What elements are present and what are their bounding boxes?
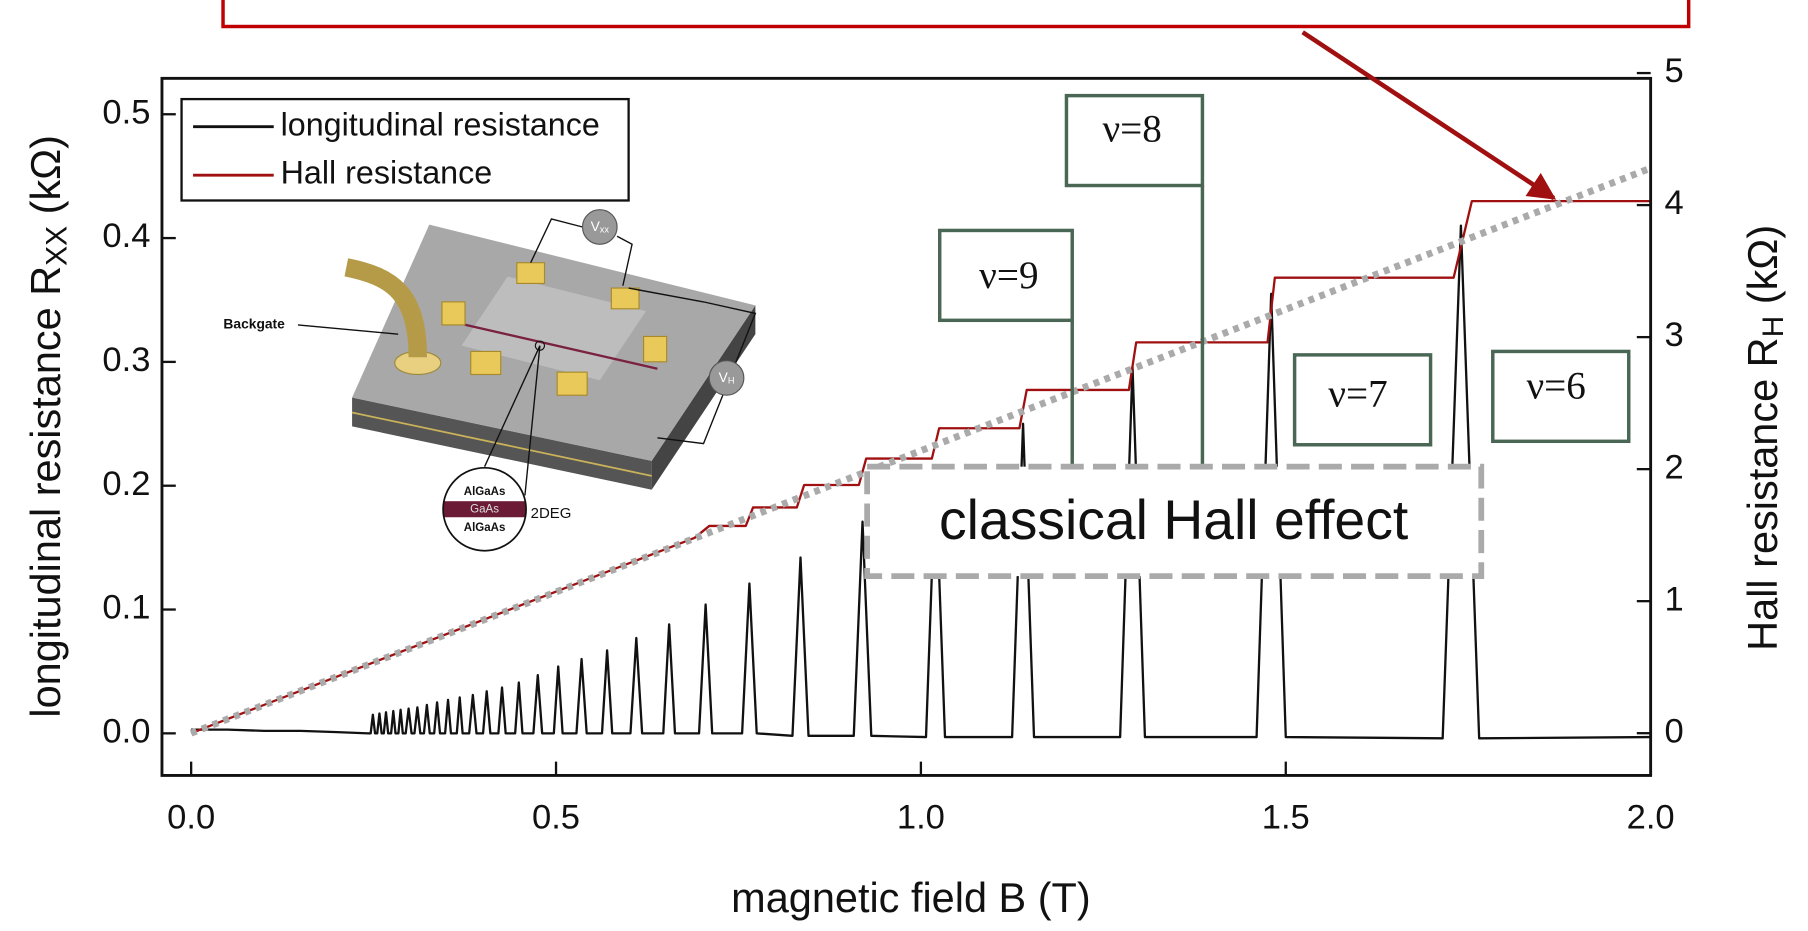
y-axis-label: longitudinal resistance RXX (kΩ) <box>22 135 73 718</box>
legend: longitudinal resistance Hall resistance <box>182 99 629 200</box>
chart: Backgate AlGaAs GaAs AlGaAs 2DEG Vxx VH … <box>0 0 1808 931</box>
y-tick-label: 0.5 <box>102 93 150 131</box>
vxx-sub: xx <box>600 225 610 235</box>
y-tick-label: 0.0 <box>102 712 150 750</box>
layer-label: GaAs <box>470 503 499 515</box>
x-tick-label: 1.0 <box>897 798 945 836</box>
classical-line <box>191 168 1650 733</box>
y-label-main: longitudinal resistance R <box>22 266 69 718</box>
y2-tick-label: 5 <box>1664 52 1683 90</box>
x-tick-label: 0.0 <box>167 798 215 836</box>
classical-label: classical Hall effect <box>939 489 1408 551</box>
x-tick-label: 1.5 <box>1262 798 1310 836</box>
red-arrow <box>1303 32 1554 198</box>
y2-tick-label: 2 <box>1664 448 1683 486</box>
nu-label: ν=9 <box>979 254 1038 297</box>
y-tick-label: 0.1 <box>102 589 150 627</box>
x-tick-label: 0.5 <box>532 798 580 836</box>
y-label-unit: (kΩ) <box>22 135 69 226</box>
y2-tick-label: 3 <box>1664 316 1683 354</box>
y2-label-sub: H <box>1757 316 1790 338</box>
layer-label: AlGaAs <box>464 522 506 534</box>
legend-label: Hall resistance <box>281 155 493 191</box>
y-tick-label: 0.4 <box>102 217 150 255</box>
y-tick-label: 0.3 <box>102 341 150 379</box>
layer-label: AlGaAs <box>464 486 506 498</box>
y2-label-unit: (kΩ) <box>1739 225 1786 316</box>
x-tick-label: 2.0 <box>1627 798 1675 836</box>
y2-tick-label: 4 <box>1664 184 1683 222</box>
y2-tick-label: 0 <box>1664 712 1683 750</box>
backgate-label: Backgate <box>223 316 285 332</box>
y2-axis-label: Hall resistance RH (kΩ) <box>1739 225 1790 651</box>
nu-label: ν=6 <box>1526 364 1585 407</box>
vh-sub: H <box>728 376 735 386</box>
y2-label-main: Hall resistance R <box>1739 337 1786 650</box>
nu-label: ν=7 <box>1328 373 1387 416</box>
nu-label: ν=8 <box>1102 107 1161 150</box>
y2-tick-label: 1 <box>1664 580 1683 618</box>
twodeg-label: 2DEG <box>531 505 572 522</box>
x-axis-label: magnetic field B (T) <box>731 874 1091 921</box>
device-inset: Backgate AlGaAs GaAs AlGaAs 2DEG Vxx VH <box>223 210 755 558</box>
top-banner <box>223 0 1689 27</box>
legend-label: longitudinal resistance <box>281 106 600 142</box>
y-label-sub: XX <box>40 226 73 266</box>
y-tick-label: 0.2 <box>102 465 150 503</box>
